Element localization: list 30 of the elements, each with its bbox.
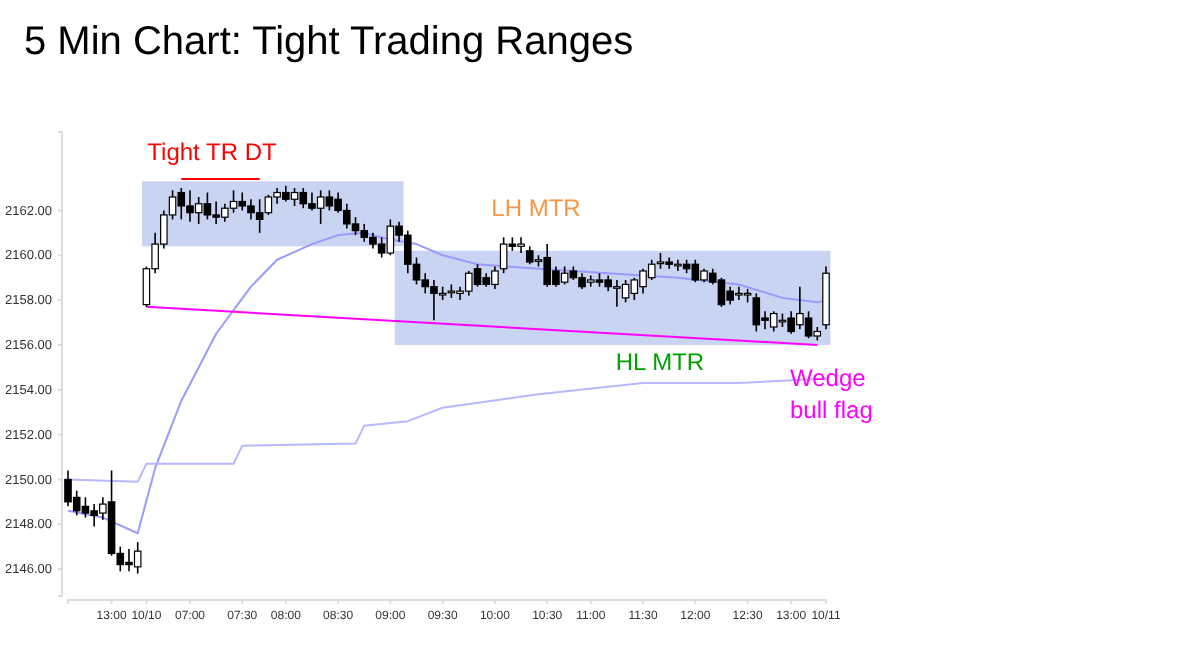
candlestick: [177, 187, 186, 221]
candlestick: [81, 496, 90, 519]
candlestick: [499, 236, 508, 275]
candlestick: [769, 310, 778, 333]
chart-title: 5 Min Chart: Tight Trading Ranges: [24, 20, 634, 64]
candlestick: [752, 292, 761, 333]
candlestick: [464, 270, 473, 297]
candlestick: [691, 258, 700, 283]
candlestick: [473, 263, 482, 288]
candlestick: [386, 218, 395, 257]
candlestick: [804, 310, 813, 340]
candlestick: [255, 198, 264, 234]
annotation: Wedge bull flag: [790, 364, 873, 424]
candlestick: [630, 276, 639, 301]
candlestick: [421, 272, 430, 295]
candlestick: [194, 196, 203, 225]
candlestick: [316, 189, 325, 225]
candlestick: [229, 189, 238, 214]
candlestick: [325, 189, 334, 212]
annotation: HL MTR: [615, 348, 705, 376]
candlestick: [403, 229, 412, 275]
candlestick: [647, 258, 656, 281]
candlestick: [203, 191, 212, 221]
candlestick: [717, 276, 726, 308]
candlestick: [621, 279, 630, 304]
candlestick: [264, 193, 273, 216]
candlestick: [299, 187, 308, 210]
annotation: Tight TR DT: [147, 138, 278, 166]
candlestick: [133, 541, 142, 575]
annotation: LH MTR: [491, 194, 582, 222]
